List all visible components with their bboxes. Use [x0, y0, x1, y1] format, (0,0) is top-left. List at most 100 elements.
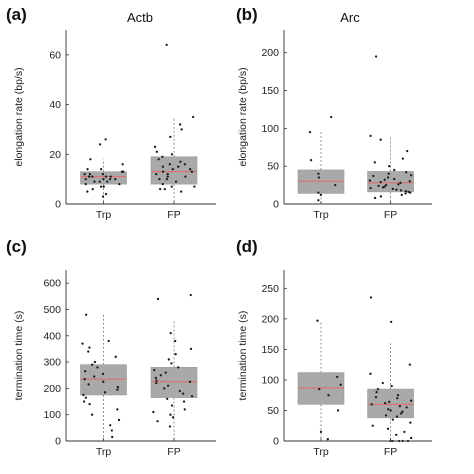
data-point [84, 182, 87, 186]
data-point [406, 149, 409, 153]
data-point [319, 430, 323, 433]
data-point [99, 185, 103, 188]
data-point [161, 155, 164, 158]
data-point [408, 180, 411, 183]
data-point [410, 399, 413, 402]
data-point [377, 184, 380, 187]
data-point [193, 185, 196, 188]
data-point [384, 414, 388, 417]
data-point [308, 130, 312, 134]
data-point [167, 358, 170, 361]
data-point [153, 145, 157, 148]
x-tick-label: Trp [96, 446, 112, 458]
y-tick-label: 200 [43, 383, 61, 395]
data-point [409, 436, 413, 440]
data-point [178, 389, 182, 393]
data-point [91, 413, 94, 416]
y-axis-label: termination time (s) [13, 311, 25, 401]
data-point [403, 430, 406, 433]
data-point [179, 160, 182, 163]
data-point [87, 175, 91, 178]
data-point [408, 363, 412, 366]
data-point [168, 425, 172, 428]
data-point [104, 138, 107, 141]
y-tick-label: 40 [49, 99, 61, 111]
data-point [379, 195, 383, 198]
panel-letter: (b) [236, 5, 258, 24]
data-point [170, 362, 173, 365]
data-point [372, 174, 375, 178]
data-point [309, 158, 313, 162]
data-point [375, 390, 378, 394]
data-point [82, 393, 85, 397]
data-point [409, 421, 412, 424]
data-point [98, 180, 101, 183]
y-tick-label: 200 [261, 313, 279, 325]
data-point [81, 342, 84, 345]
data-point [395, 433, 398, 437]
data-point [317, 191, 320, 194]
y-tick-label: 0 [273, 436, 279, 448]
panel-title: Actb [127, 10, 153, 25]
data-point [166, 397, 169, 401]
data-point [190, 395, 194, 398]
data-point [101, 173, 105, 176]
x-tick-label: FP [384, 446, 397, 458]
data-point [161, 170, 165, 173]
data-point [155, 173, 158, 176]
data-point [116, 385, 120, 389]
y-tick-label: 200 [261, 47, 279, 59]
data-point [400, 193, 403, 197]
data-point [184, 175, 187, 178]
y-tick-label: 150 [261, 344, 279, 356]
box-fp [367, 388, 414, 419]
data-point [189, 347, 193, 351]
data-point [88, 346, 91, 349]
data-point [91, 187, 94, 191]
data-point [395, 415, 399, 418]
data-point [110, 429, 113, 432]
data-point [181, 392, 185, 395]
data-point [164, 371, 167, 374]
data-point [379, 180, 382, 184]
data-point [391, 418, 395, 421]
data-point [390, 384, 393, 388]
data-point [401, 410, 404, 413]
data-point [317, 172, 320, 175]
data-point [399, 189, 403, 192]
data-point [116, 388, 119, 391]
data-point [395, 188, 398, 191]
box-trp [80, 171, 127, 185]
y-tick-label: 100 [43, 409, 61, 421]
data-point [371, 424, 374, 427]
data-point [114, 355, 117, 358]
data-point [405, 171, 408, 174]
x-tick-label: FP [167, 446, 180, 458]
data-point [83, 173, 86, 176]
chart-panel-2: (c) 0 100 200 300 400 500 600 Trp FP termination t… [6, 237, 216, 458]
data-point [102, 177, 105, 181]
data-point [111, 435, 114, 439]
data-point [183, 408, 186, 411]
x-tick-label: Trp [313, 209, 329, 221]
data-point [386, 427, 390, 430]
data-point [336, 375, 339, 379]
box-trp [80, 364, 127, 396]
data-point [89, 158, 92, 161]
data-point [316, 319, 319, 322]
data-point [391, 187, 394, 191]
panel-letter: (c) [6, 237, 27, 256]
data-point [169, 135, 172, 139]
data-point [104, 175, 108, 178]
data-point [169, 413, 172, 416]
panel-letter: (d) [236, 237, 258, 256]
data-point [166, 175, 169, 178]
data-point [401, 157, 405, 160]
data-point [369, 186, 372, 190]
data-point [152, 410, 155, 414]
y-tick-label: 20 [49, 149, 61, 161]
x-tick-label: Trp [96, 209, 112, 221]
data-point [183, 163, 187, 166]
data-point [189, 293, 192, 297]
